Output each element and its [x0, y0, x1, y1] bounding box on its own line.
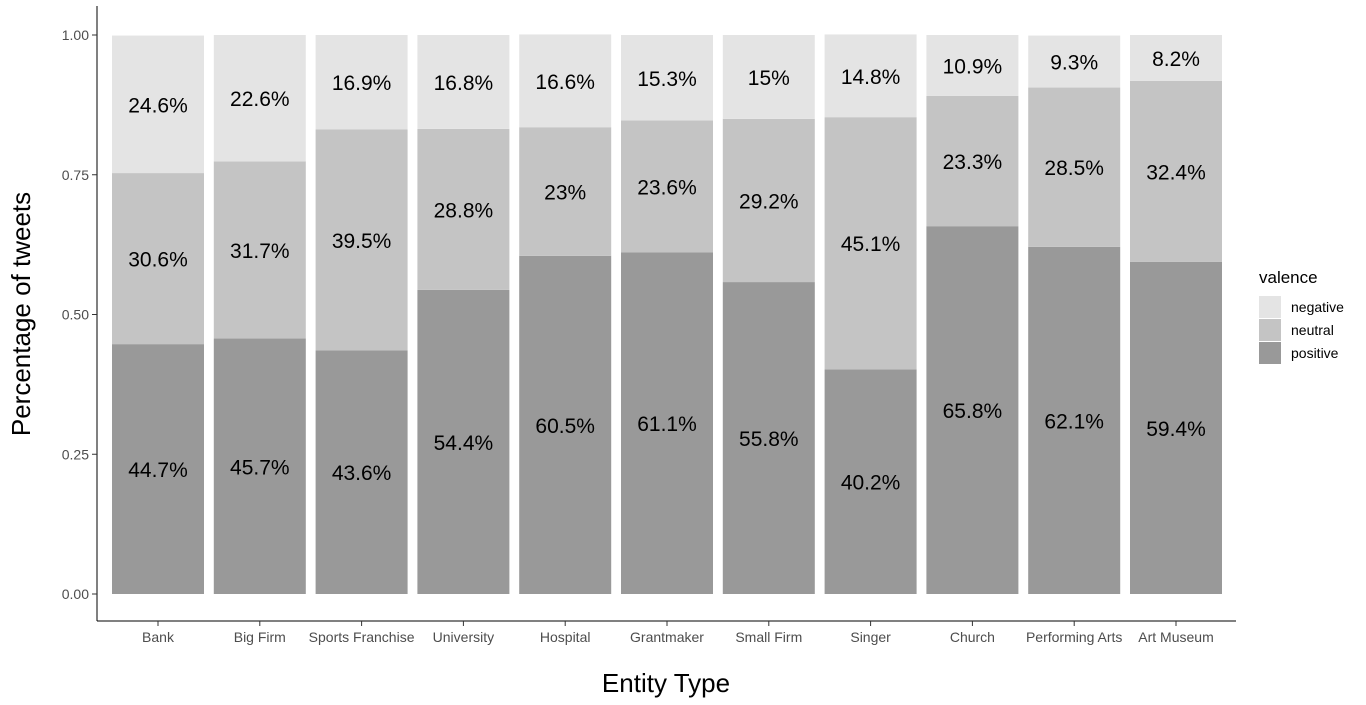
bar-value-label: 23% [544, 182, 586, 205]
bar-labels-layer: 44.7% 30.6% 24.6% 45.7% 31.7% 22.6% 43.6% 39.5%… [128, 48, 1206, 495]
bar-negative [621, 35, 713, 121]
legend-key-neutral [1259, 319, 1281, 341]
x-axis-title: Entity Type [602, 668, 730, 698]
bar-value-label: 28.8% [434, 199, 494, 222]
bar-value-label: 54.4% [434, 432, 494, 455]
x-tick-label: Art Museum [1138, 629, 1213, 645]
bar-value-label: 23.3% [943, 151, 1003, 174]
y-tick-label: 0.00 [62, 586, 89, 602]
bar-neutral [519, 127, 612, 256]
bar-negative [417, 35, 510, 129]
y-axis-ticks: 0.00 0.25 0.50 0.75 1.00 [62, 27, 97, 602]
x-tick-label: Performing Arts [1026, 629, 1122, 645]
bar-value-label: 23.6% [637, 176, 697, 199]
bar-negative [1028, 35, 1121, 88]
bar-value-label: 59.4% [1146, 418, 1206, 441]
y-tick-label: 0.75 [62, 167, 89, 183]
bar-value-label: 8.2% [1152, 48, 1200, 71]
x-tick-label: Grantmaker [630, 629, 704, 645]
bar-positive [417, 289, 510, 594]
bar-value-label: 40.2% [841, 472, 901, 495]
bar-value-label: 28.5% [1044, 157, 1104, 180]
bar-value-label: 39.5% [332, 230, 392, 253]
bar-value-label: 16.9% [332, 72, 392, 95]
bar-neutral [1028, 87, 1121, 247]
bar-positive [519, 255, 612, 594]
bar-positive [621, 252, 713, 595]
bar-value-label: 10.9% [943, 55, 1003, 78]
bar-value-label: 55.8% [739, 428, 799, 451]
bar-neutral [417, 128, 510, 290]
bar-neutral [1130, 80, 1222, 262]
bar-negative [315, 35, 408, 130]
bar-negative [824, 34, 917, 118]
bar-neutral [621, 120, 713, 253]
bar-positive [112, 344, 204, 594]
legend: valence negative neutral positive [1259, 268, 1344, 364]
bar-value-label: 43.6% [332, 462, 392, 485]
bar-value-label: 45.7% [230, 456, 290, 479]
bar-value-label: 31.7% [230, 240, 290, 263]
bar-positive [824, 369, 917, 594]
bar-value-label: 45.1% [841, 233, 901, 256]
bar-value-label: 24.6% [128, 94, 188, 117]
bar-value-label: 16.8% [434, 72, 494, 95]
bar-neutral [315, 129, 408, 351]
bar-negative [722, 35, 815, 119]
bar-negative [112, 35, 204, 174]
y-tick-label: 0.25 [62, 446, 89, 462]
bar-value-label: 65.8% [943, 400, 1003, 423]
bar-neutral [112, 173, 204, 345]
legend-label-neutral: neutral [1291, 322, 1334, 338]
bar-negative [926, 35, 1019, 96]
y-tick-label: 0.50 [62, 307, 89, 323]
bar-positive [315, 350, 408, 594]
x-tick-label: Big Firm [234, 629, 286, 645]
bars-layer [112, 34, 1222, 595]
bar-positive [722, 282, 815, 594]
bar-value-label: 29.2% [739, 190, 799, 213]
bar-value-label: 14.8% [841, 66, 901, 89]
bar-value-label: 44.7% [128, 459, 188, 482]
x-tick-label: Bank [142, 629, 175, 645]
bar-value-label: 61.1% [637, 413, 697, 436]
x-tick-label: Small Firm [735, 629, 802, 645]
bar-value-label: 15.3% [637, 68, 697, 91]
legend-key-positive [1259, 342, 1281, 364]
x-tick-label: Hospital [540, 629, 591, 645]
x-tick-label: Singer [850, 629, 891, 645]
legend-key-negative [1259, 296, 1281, 318]
bar-value-label: 16.6% [535, 71, 595, 94]
bar-negative [519, 34, 612, 128]
x-axis-ticks: Bank Big Firm Sports Franchise University Ho… [142, 621, 1214, 645]
y-tick-label: 1.00 [62, 27, 89, 43]
bar-neutral [926, 95, 1019, 227]
bar-neutral [824, 117, 917, 370]
bar-value-label: 30.6% [128, 249, 188, 272]
x-tick-label: University [433, 629, 494, 645]
bar-value-label: 15% [748, 67, 790, 90]
legend-label-negative: negative [1291, 299, 1344, 315]
x-tick-label: Church [950, 629, 995, 645]
legend-label-positive: positive [1291, 345, 1339, 361]
bar-value-label: 60.5% [535, 415, 595, 438]
y-axis-title: Percentage of tweets [6, 192, 36, 436]
bar-value-label: 22.6% [230, 88, 290, 111]
bar-positive [213, 338, 306, 594]
bar-neutral [722, 118, 815, 283]
bar-negative [1130, 35, 1222, 81]
bar-value-label: 62.1% [1044, 410, 1104, 433]
legend-title: valence [1259, 268, 1318, 287]
bar-neutral [213, 161, 306, 339]
x-tick-label: Sports Franchise [309, 629, 415, 645]
bar-value-label: 32.4% [1146, 161, 1206, 184]
bar-positive [1130, 261, 1222, 594]
bar-value-label: 9.3% [1050, 52, 1098, 75]
bar-positive [926, 226, 1019, 595]
bar-negative [213, 35, 306, 162]
bar-positive [1028, 246, 1121, 594]
